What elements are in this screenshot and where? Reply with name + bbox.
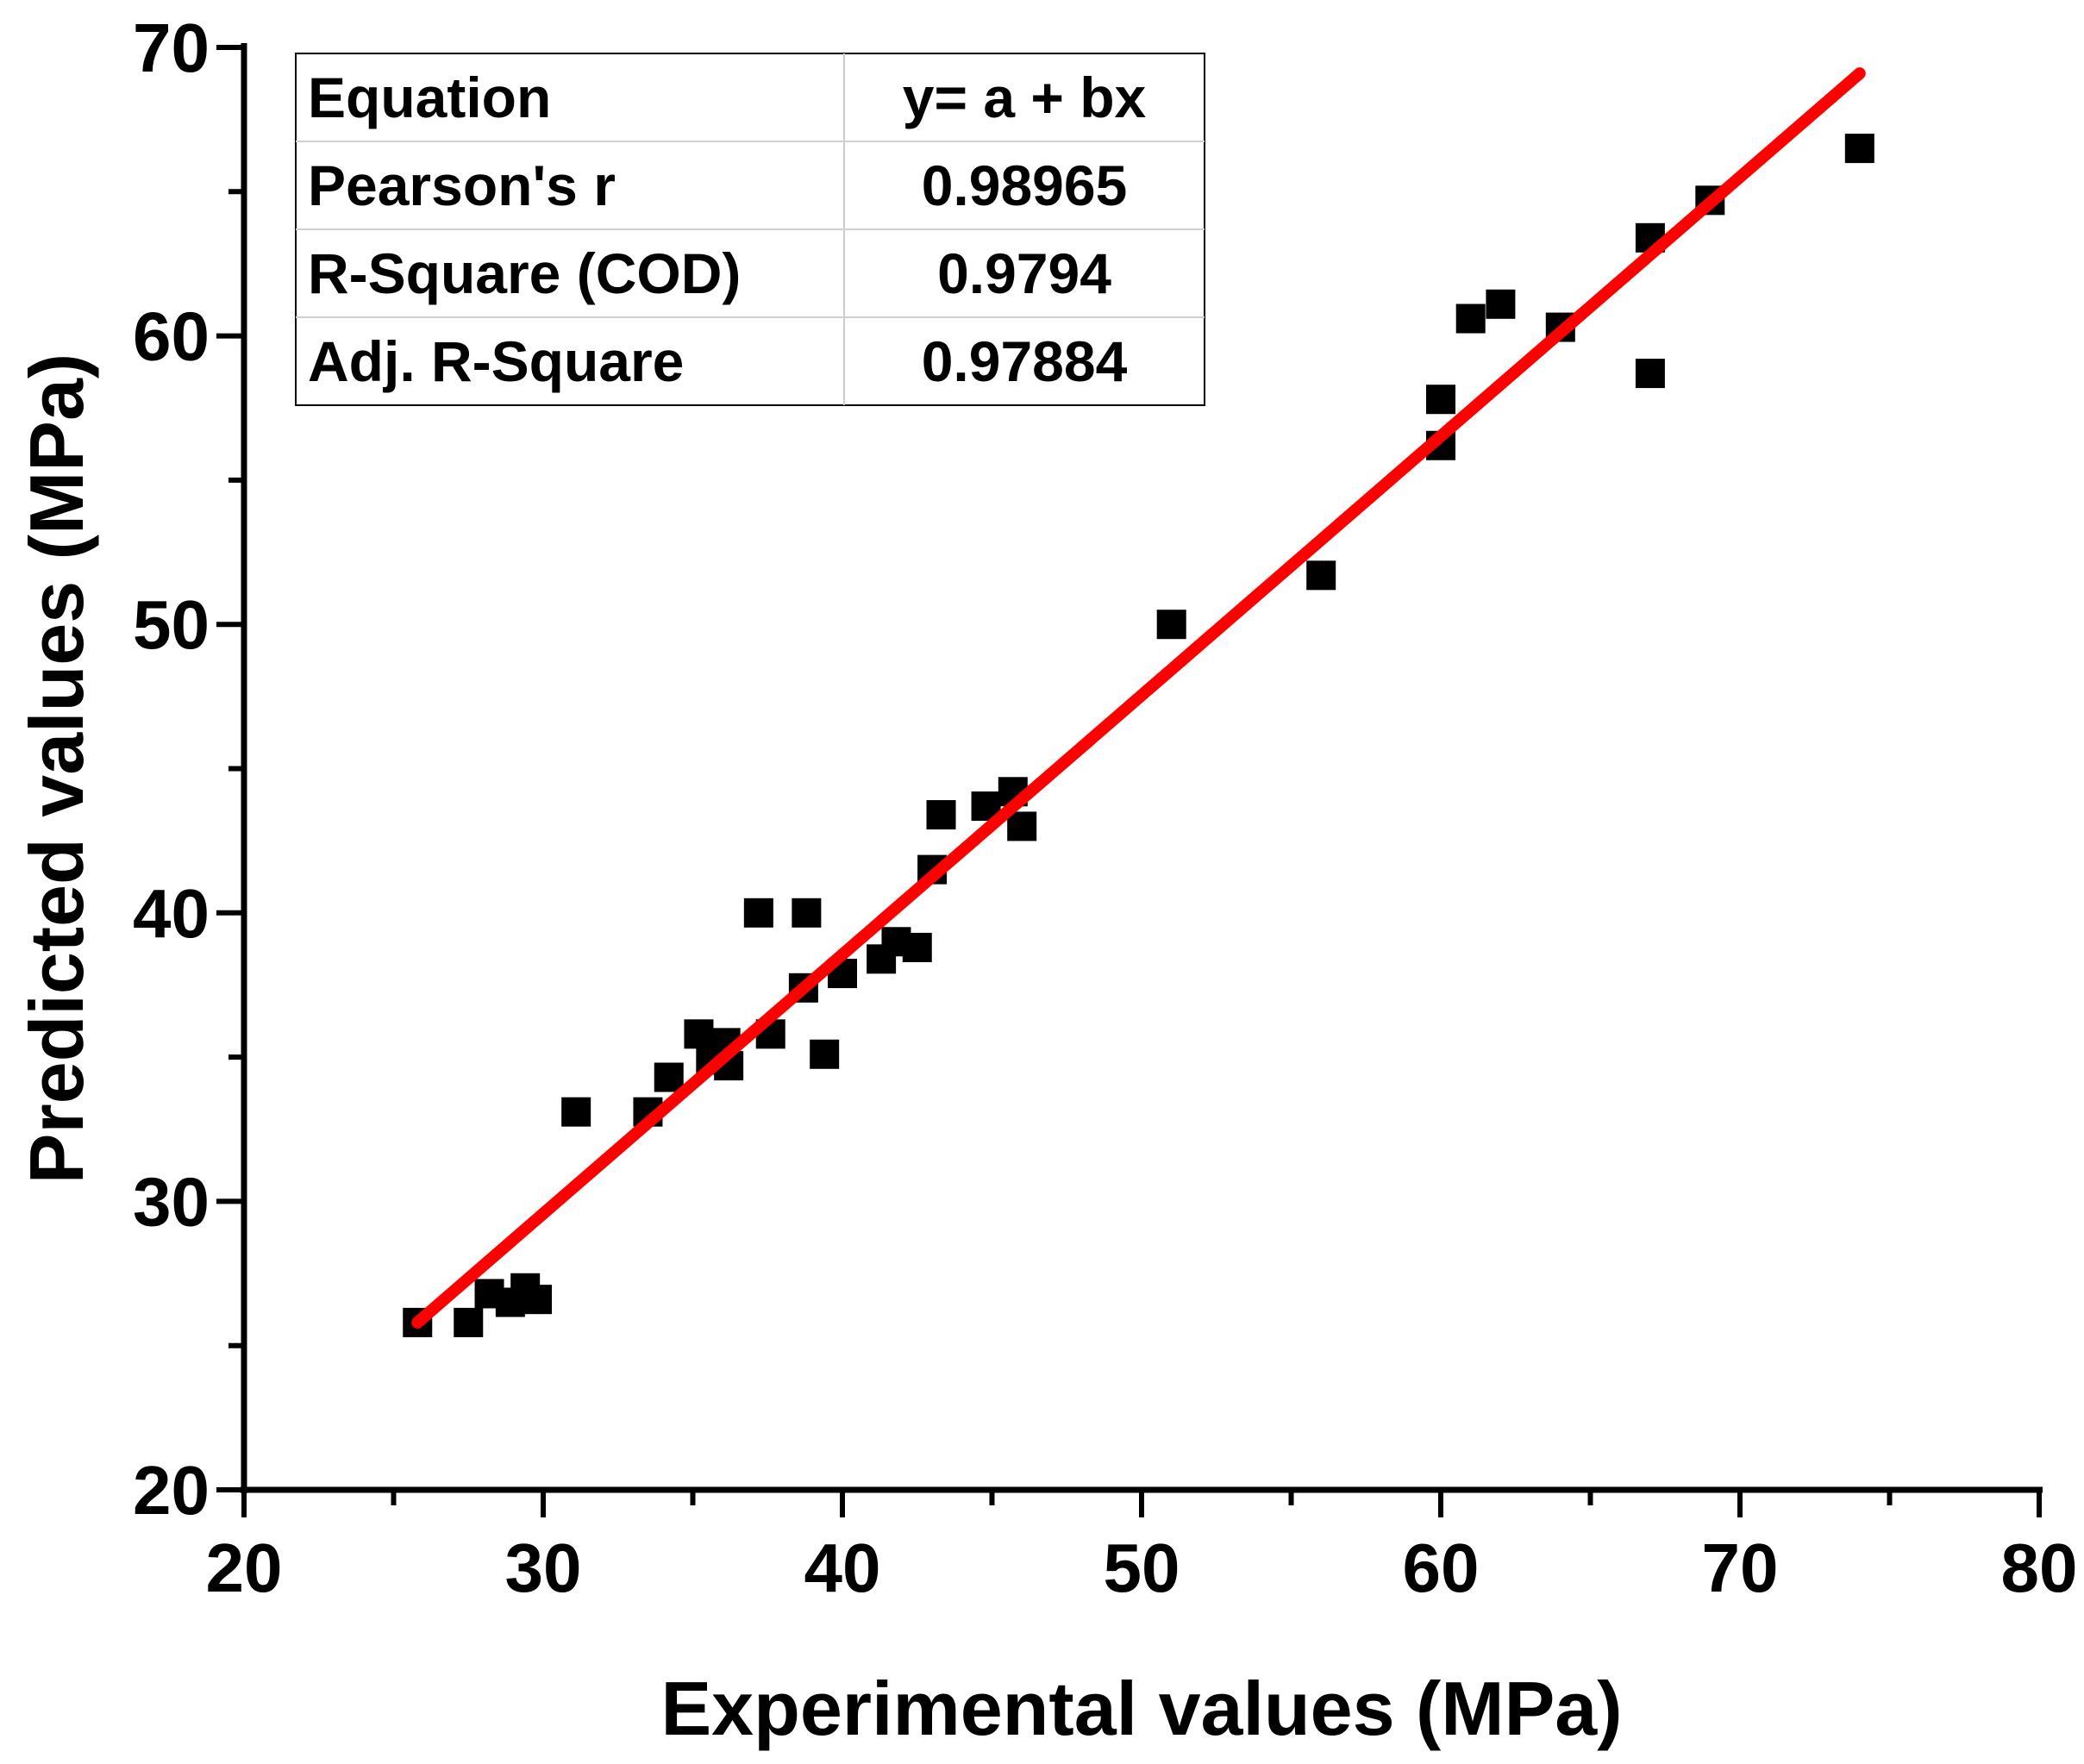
data-point [902, 932, 932, 962]
x-tick-label: 80 [2001, 1529, 2078, 1606]
stats-table: Equation y= a + bx Pearson's r 0.98965 R-Squ… [295, 53, 1205, 406]
data-point [926, 800, 956, 830]
stats-label: Pearson's r [308, 153, 616, 217]
tick-labels: 20 30 40 50 60 70 80 20 30 40 50 60 70 [133, 9, 2077, 1606]
stats-value: y= a + bx [903, 66, 1147, 129]
x-tick-label: 30 [505, 1529, 582, 1606]
x-tick-label: 60 [1403, 1529, 1480, 1606]
data-point [684, 1019, 714, 1049]
data-point [1426, 385, 1455, 415]
y-tick-label: 70 [133, 9, 210, 86]
data-point [654, 1062, 684, 1092]
y-tick-label: 50 [133, 586, 210, 663]
data-point [1844, 134, 1874, 164]
x-tick-label: 40 [804, 1529, 881, 1606]
x-tick-label: 50 [1104, 1529, 1180, 1606]
axes [241, 43, 2043, 1493]
y-tick-label: 40 [133, 875, 210, 952]
stats-label: Adj. R-Square [308, 329, 684, 393]
stats-value: 0.97884 [922, 329, 1128, 393]
data-point [561, 1097, 591, 1127]
data-point [1156, 610, 1186, 640]
y-axis-title: Predicted values (MPa) [14, 353, 99, 1184]
data-point [523, 1285, 553, 1315]
stats-value: 0.98965 [922, 153, 1128, 217]
stats-value: 0.9794 [937, 241, 1111, 305]
data-point [743, 898, 773, 928]
x-axis-title: Experimental values (MPa) [660, 1666, 1622, 1751]
data-point [1455, 303, 1486, 334]
data-point [1635, 359, 1665, 389]
data-point [1306, 560, 1336, 591]
data-point [792, 898, 822, 928]
x-tick-label: 70 [1702, 1529, 1779, 1606]
data-point [454, 1307, 484, 1337]
linear-fit-line [411, 67, 1866, 1329]
data-point [810, 1039, 840, 1069]
data-point [1486, 289, 1516, 319]
x-tick-label: 20 [206, 1529, 283, 1606]
stats-label: Equation [308, 66, 551, 129]
y-tick-label: 60 [133, 298, 210, 375]
y-tick-label: 30 [133, 1163, 210, 1240]
stats-label: R-Square (COD) [308, 241, 741, 305]
y-tick-label: 20 [133, 1452, 210, 1529]
data-point [1007, 811, 1037, 841]
